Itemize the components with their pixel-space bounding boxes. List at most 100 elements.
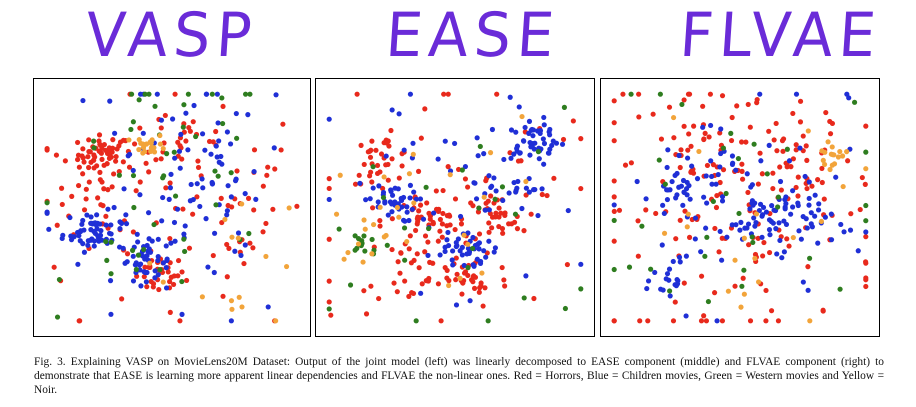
scatter-point xyxy=(645,318,651,324)
scatter-point xyxy=(68,233,74,239)
scatter-point xyxy=(163,285,170,291)
scatter-point xyxy=(132,262,138,268)
scatter-point xyxy=(611,178,617,184)
scatter-point xyxy=(700,103,706,109)
scatter-point xyxy=(235,230,242,236)
scatter-point xyxy=(369,179,375,185)
scatter-point xyxy=(235,235,241,241)
scatter-point xyxy=(358,142,364,148)
scatter-point xyxy=(680,177,687,184)
scatter-point xyxy=(462,163,469,170)
scatter-point xyxy=(222,216,228,222)
scatter-point xyxy=(507,94,513,100)
scatter-point xyxy=(232,248,238,254)
scatter-point xyxy=(827,118,833,125)
scatter-point xyxy=(735,156,741,162)
scatter-point xyxy=(499,226,506,232)
scatter-point xyxy=(224,274,230,280)
scatter-point xyxy=(716,249,722,255)
scatter-point xyxy=(703,225,709,231)
scatter-point xyxy=(828,237,835,243)
scatter-point xyxy=(141,269,147,275)
scatter-point xyxy=(764,171,770,177)
scatter-point xyxy=(815,207,822,213)
scatter-point xyxy=(391,280,397,286)
scatter-point xyxy=(94,212,100,218)
scatter-point xyxy=(123,221,130,227)
scatter-point xyxy=(755,235,761,241)
scatter-point xyxy=(783,194,789,200)
scatter-point xyxy=(79,153,85,159)
scatter-point xyxy=(805,128,811,134)
scatter-point xyxy=(863,277,869,283)
scatter-point xyxy=(363,197,369,203)
scatter-point xyxy=(234,168,240,174)
scatter-point xyxy=(202,147,208,153)
scatter-point xyxy=(784,236,790,242)
scatter-point xyxy=(819,148,825,154)
scatter-point xyxy=(611,217,617,223)
scatter-point xyxy=(181,231,187,237)
scatter-point xyxy=(142,91,148,97)
scatter-point xyxy=(245,112,251,118)
scatter-point xyxy=(812,213,818,219)
scatter-point xyxy=(673,236,679,242)
scatter-point xyxy=(816,201,822,207)
scatter-point xyxy=(260,183,266,189)
scatter-point xyxy=(492,214,498,220)
scatter-point xyxy=(508,127,515,133)
scatter-point xyxy=(838,221,844,228)
scatter-point xyxy=(148,148,154,155)
scatter-point xyxy=(745,101,751,107)
scatter-point xyxy=(802,173,808,180)
scatter-point xyxy=(431,210,437,216)
scatter-point xyxy=(800,279,806,285)
scatter-point xyxy=(420,216,427,222)
scatter-point xyxy=(757,201,764,207)
scatter-point xyxy=(83,196,89,202)
scatter-point xyxy=(622,162,629,168)
scatter-point xyxy=(522,124,528,131)
scatter-point xyxy=(718,126,724,132)
scatter-point xyxy=(491,249,497,255)
scatter-point xyxy=(156,286,162,293)
scatter-point xyxy=(98,228,104,234)
scatter-point xyxy=(523,273,529,279)
scatter-point xyxy=(81,249,88,255)
scatter-point xyxy=(692,215,699,221)
scatter-point xyxy=(536,156,542,162)
scatter-point xyxy=(863,234,869,240)
scatter-point xyxy=(161,173,167,179)
scatter-point xyxy=(107,98,113,104)
scatter-point xyxy=(476,231,483,237)
scatter-point xyxy=(152,268,158,274)
scatter-point xyxy=(273,318,279,324)
scatter-point xyxy=(175,258,182,264)
scatter-point xyxy=(130,247,136,253)
scatter-point xyxy=(520,138,527,144)
scatter-point xyxy=(128,126,134,132)
scatter-point xyxy=(155,272,161,278)
scatter-point xyxy=(698,273,705,279)
scatter-point xyxy=(643,207,649,213)
scatter-point xyxy=(494,91,500,97)
scatter-point xyxy=(513,129,519,135)
scatter-point xyxy=(110,137,116,143)
scatter-point xyxy=(326,236,332,242)
scatter-point xyxy=(341,256,347,262)
scatter-point xyxy=(476,240,483,246)
scatter-point xyxy=(808,210,814,216)
scatter-point xyxy=(819,165,825,171)
scatter-point xyxy=(740,176,746,182)
scatter-point xyxy=(418,290,424,296)
scatter-point xyxy=(459,291,465,297)
scatter-point xyxy=(415,168,422,174)
scatter-point xyxy=(228,298,235,304)
scatter-point xyxy=(453,255,459,261)
scatter-point xyxy=(404,204,410,210)
scatter-point xyxy=(476,246,482,252)
scatter-point xyxy=(468,277,475,283)
scatter-point xyxy=(741,291,747,297)
scatter-point xyxy=(750,239,756,246)
scatter-point xyxy=(389,156,395,162)
